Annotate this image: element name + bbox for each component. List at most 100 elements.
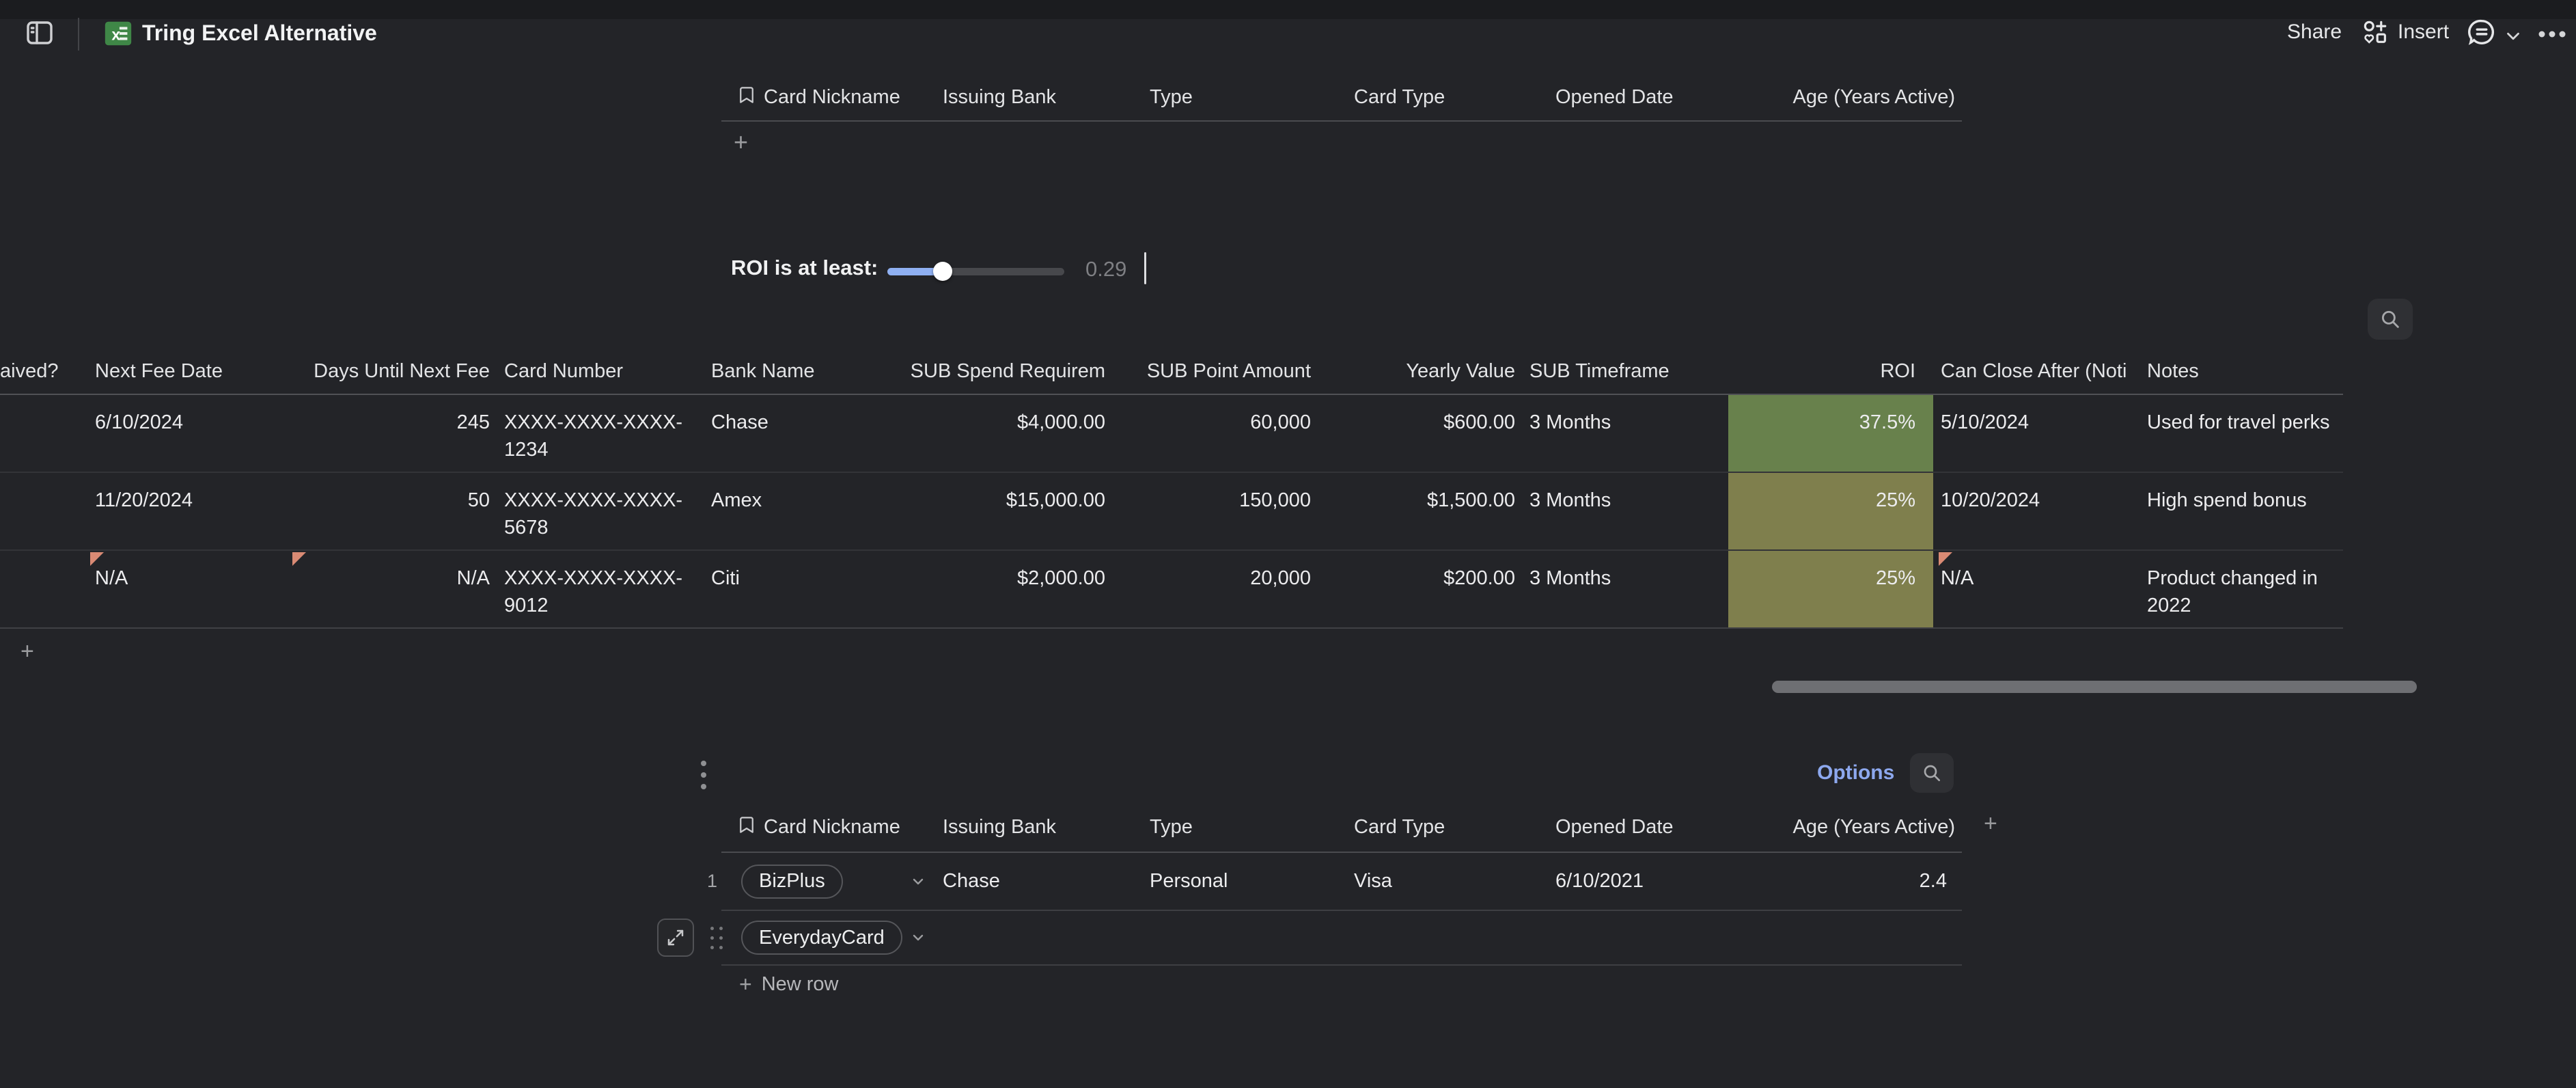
horizontal-scrollbar-thumb[interactable]	[1772, 681, 2417, 693]
column-header-sub-points[interactable]: SUB Point Amount	[1146, 360, 1311, 382]
column-header-yearly-value[interactable]: Yearly Value	[1406, 360, 1515, 382]
table-kebab-menu-button[interactable]	[698, 757, 709, 793]
column-header-notes[interactable]: Notes	[2147, 360, 2199, 382]
card-nickname-chip[interactable]: BizPlus	[741, 864, 843, 899]
column-header-card-type[interactable]: Card Type	[1354, 816, 1445, 838]
column-header-opened-date[interactable]: Opened Date	[1555, 86, 1674, 108]
expand-record-button[interactable]	[657, 919, 694, 957]
share-button[interactable]: Share	[2287, 21, 2342, 43]
column-header-sub-timeframe[interactable]: SUB Timeframe	[1529, 360, 1670, 382]
more-menu-button[interactable]	[2537, 29, 2567, 40]
cell-yearly-value[interactable]: $1,500.00	[1426, 489, 1515, 511]
cell-can-close-after[interactable]: 5/10/2024	[1941, 411, 2030, 433]
cell-days-until-next-fee[interactable]: N/A	[456, 567, 490, 589]
column-header-sub-spend[interactable]: SUB Spend Requirem	[910, 360, 1105, 382]
column-header-days-until-next-fee[interactable]: Days Until Next Fee	[314, 360, 490, 382]
window-top-strip	[0, 0, 2576, 19]
column-header-can-close-after[interactable]: Can Close After (Noti	[1941, 360, 2127, 382]
column-header-type[interactable]: Type	[1150, 86, 1193, 108]
column-header-opened-date[interactable]: Opened Date	[1555, 816, 1674, 838]
cell-card-number[interactable]: XXXX-XXXX-XXXX-9012	[504, 567, 683, 616]
cell-card-type[interactable]: Visa	[1354, 870, 1392, 892]
insert-label: Insert	[2398, 21, 2450, 43]
cell-bank-name[interactable]: Amex	[711, 489, 762, 511]
middle-table-search-button[interactable]	[2368, 299, 2413, 340]
cell-card-number[interactable]: XXXX-XXXX-XXXX-5678	[504, 489, 683, 539]
cell-days-until-next-fee[interactable]: 245	[456, 411, 490, 433]
new-row-button[interactable]: + New row	[721, 966, 1962, 1003]
sidebar-toggle-button[interactable]	[23, 16, 56, 49]
cell-bank-name[interactable]: Chase	[711, 411, 768, 433]
cell-issuing-bank[interactable]: Chase	[943, 870, 1000, 892]
roi-slider-fill	[887, 268, 941, 275]
cell-sub-points[interactable]: 20,000	[1250, 567, 1311, 589]
cell-next-fee-date[interactable]: N/A	[95, 567, 128, 589]
sheet-add-row-button[interactable]: +	[20, 638, 34, 664]
svg-text:x: x	[111, 26, 120, 44]
cell-opened-date[interactable]: 6/10/2021	[1555, 870, 1644, 892]
cell-yearly-value[interactable]: $200.00	[1443, 567, 1515, 589]
cell-can-close-after[interactable]: 10/20/2024	[1941, 489, 2040, 511]
top-card-table: Card Nickname Issuing Bank Type Card Typ…	[721, 72, 1962, 154]
column-header-roi[interactable]: ROI	[1880, 360, 1915, 382]
column-header-bank-name[interactable]: Bank Name	[711, 360, 815, 382]
cell-card-number[interactable]: XXXX-XXXX-XXXX-1234	[504, 411, 683, 461]
cell-next-fee-date[interactable]: 11/20/2024	[95, 489, 193, 511]
options-link[interactable]: Options	[1817, 761, 1895, 784]
column-header-waived[interactable]: aived?	[0, 360, 59, 382]
table-row: N/A N/A XXXX-XXXX-XXXX-9012 Citi $2,000.…	[0, 551, 2343, 629]
add-column-button[interactable]: +	[1984, 811, 1997, 837]
insert-button[interactable]: Insert	[2361, 18, 2449, 46]
roi-filter-value[interactable]: 0.29	[1085, 257, 1127, 281]
cell-roi[interactable]: 37.5%	[1728, 395, 1933, 472]
roi-slider-thumb[interactable]	[933, 262, 952, 281]
roi-filter-label: ROI is at least:	[731, 256, 878, 280]
bottom-table-search-button[interactable]	[1910, 753, 1954, 793]
nickname-dropdown-chevron[interactable]	[910, 929, 926, 946]
cell-roi[interactable]: 25%	[1728, 551, 1933, 627]
top-table-add-row-button[interactable]: +	[734, 128, 749, 156]
cell-age[interactable]: 2.4	[1919, 870, 1947, 892]
column-header-card-number[interactable]: Card Number	[504, 360, 624, 382]
column-header-card-type[interactable]: Card Type	[1354, 86, 1445, 108]
cell-days-until-next-fee[interactable]: 50	[467, 489, 490, 511]
column-header-issuing-bank[interactable]: Issuing Bank	[943, 86, 1057, 108]
ellipsis-icon	[2537, 29, 2567, 40]
column-header-next-fee-date[interactable]: Next Fee Date	[95, 360, 223, 382]
cell-next-fee-date[interactable]: 6/10/2024	[95, 411, 184, 433]
cell-notes[interactable]: High spend bonus	[2147, 489, 2307, 511]
row-drag-handle[interactable]	[710, 926, 723, 949]
column-header-type[interactable]: Type	[1150, 816, 1193, 838]
bottom-table-header-row: Card Nickname Issuing Bank Type Card Typ…	[721, 805, 1997, 853]
cell-notes[interactable]: Used for travel perks	[2147, 411, 2330, 433]
toolbar-dropdown-chevron[interactable]	[2503, 26, 2523, 46]
cell-sub-timeframe[interactable]: 3 Months	[1529, 567, 1611, 589]
row-number: 1	[706, 871, 717, 891]
column-header-age[interactable]: Age (Years Active)	[1792, 816, 1956, 838]
roi-slider-track[interactable]	[887, 268, 1064, 275]
cell-yearly-value[interactable]: $600.00	[1443, 411, 1515, 433]
nickname-dropdown-chevron[interactable]	[910, 873, 926, 890]
cell-bank-name[interactable]: Citi	[711, 567, 740, 589]
comments-button[interactable]	[2466, 16, 2497, 48]
cell-notes[interactable]: Product changed in 2022	[2147, 567, 2318, 616]
column-header-issuing-bank[interactable]: Issuing Bank	[943, 816, 1057, 838]
cell-roi[interactable]: 25%	[1728, 473, 1933, 549]
bookmark-icon	[736, 83, 757, 107]
cell-sub-spend[interactable]: $15,000.00	[1006, 489, 1105, 511]
cell-can-close-after[interactable]: N/A	[1941, 567, 1974, 589]
cell-type[interactable]: Personal	[1150, 870, 1228, 892]
chevron-down-icon	[910, 929, 926, 946]
card-nickname-chip[interactable]: EverydayCard	[741, 921, 902, 955]
cell-sub-points[interactable]: 150,000	[1239, 489, 1311, 511]
cell-sub-spend[interactable]: $2,000.00	[1016, 567, 1105, 589]
plus-icon: +	[739, 972, 752, 996]
table-row: EverydayCard	[657, 911, 1962, 966]
cell-sub-spend[interactable]: $4,000.00	[1016, 411, 1105, 433]
column-header-age[interactable]: Age (Years Active)	[1792, 86, 1956, 108]
expand-icon	[665, 927, 686, 948]
shapes-icon	[2361, 18, 2390, 46]
cell-sub-points[interactable]: 60,000	[1250, 411, 1311, 433]
cell-sub-timeframe[interactable]: 3 Months	[1529, 411, 1611, 433]
cell-sub-timeframe[interactable]: 3 Months	[1529, 489, 1611, 511]
